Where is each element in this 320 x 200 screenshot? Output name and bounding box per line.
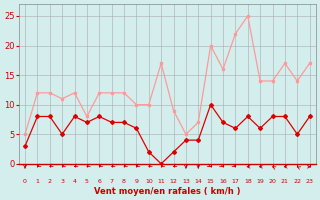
- X-axis label: Vent moyen/en rafales ( km/h ): Vent moyen/en rafales ( km/h ): [94, 187, 241, 196]
